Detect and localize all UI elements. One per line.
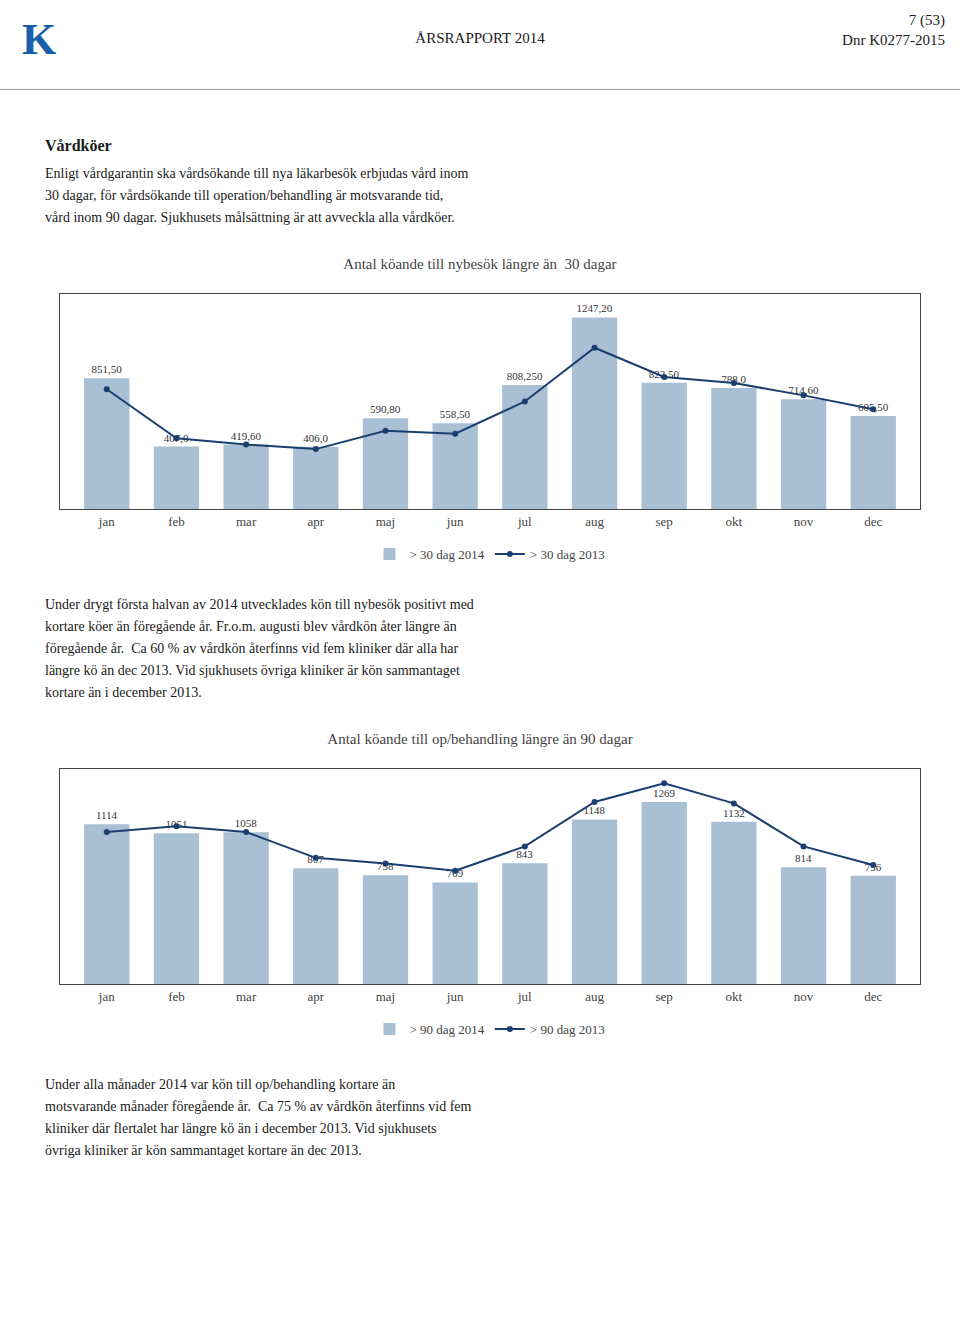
svg-text:Antal köande till op/behandlin: Antal köande till op/behandling längre ä… [327, 731, 632, 747]
svg-text:feb: feb [168, 514, 185, 529]
svg-text:dec: dec [864, 514, 882, 529]
svg-text:aug: aug [585, 989, 604, 1004]
html-text:Under alla månader 2014 var kö: Under alla månader 2014 var kön till op/… [45, 1077, 396, 1092]
svg-text:jun: jun [446, 514, 464, 529]
svg-text:apr: apr [307, 989, 324, 1004]
svg-text:nov: nov [794, 989, 814, 1004]
html-text:ÅRSRAPPORT 2014: ÅRSRAPPORT 2014 [415, 30, 545, 46]
svg-text:1051: 1051 [165, 818, 187, 830]
html-text:kortare köer än föregående år.: kortare köer än föregående år. Fr.o.m. a… [45, 619, 457, 634]
html-text:Vårdköer: Vårdköer [45, 137, 112, 154]
svg-text:maj: maj [376, 514, 396, 529]
html-text:Enligt vårdgarantin ska vårdsö: Enligt vårdgarantin ska vårdsökande till… [45, 166, 469, 181]
svg-text:843: 843 [516, 848, 533, 860]
html-text:K: K [22, 15, 57, 64]
svg-text:sep: sep [656, 514, 673, 529]
svg-text:> 30 dag 2014: > 30 dag 2014 [410, 547, 485, 562]
svg-text:1132: 1132 [723, 807, 745, 819]
svg-text:1269: 1269 [653, 787, 676, 799]
svg-text:851,50: 851,50 [91, 363, 122, 375]
svg-text:822,50: 822,50 [649, 368, 680, 380]
svg-text:407,0: 407,0 [164, 432, 189, 444]
html-text:vård inom 90 dagar. Sjukhusets: vård inom 90 dagar. Sjukhusets målsättni… [45, 210, 455, 225]
svg-text:> 90 dag 2013: > 90 dag 2013 [530, 1022, 605, 1037]
svg-text:1247,20: 1247,20 [576, 302, 612, 314]
svg-text:1148: 1148 [583, 804, 605, 816]
svg-text:558,50: 558,50 [440, 408, 471, 420]
svg-text:jun: jun [446, 989, 464, 1004]
html-text:motsvarande månader föregående: motsvarande månader föregående år. Ca 75… [45, 1099, 472, 1114]
svg-text:> 90 dag 2014: > 90 dag 2014 [410, 1022, 485, 1037]
html-text:kortare än i december 2013.: kortare än i december 2013. [45, 685, 202, 700]
svg-text:mar: mar [236, 514, 257, 529]
svg-text:788,0: 788,0 [721, 373, 746, 385]
svg-text:419,60: 419,60 [231, 430, 262, 442]
svg-text:709: 709 [447, 867, 464, 879]
html-text:Dnr K0277-2015: Dnr K0277-2015 [842, 32, 945, 48]
html-text:övriga kliniker är kön sammant: övriga kliniker är kön sammantaget korta… [45, 1143, 362, 1158]
svg-text:590,80: 590,80 [370, 403, 401, 415]
svg-text:605,50: 605,50 [858, 401, 889, 413]
svg-text:mar: mar [236, 989, 257, 1004]
svg-text:808,250: 808,250 [507, 370, 543, 382]
svg-text:apr: apr [307, 514, 324, 529]
svg-text:jan: jan [98, 514, 115, 529]
html-text:30 dagar, för vårdsökande till: 30 dagar, för vårdsökande till operation… [45, 188, 444, 203]
svg-text:> 30 dag 2013: > 30 dag 2013 [530, 547, 605, 562]
svg-text:1058: 1058 [235, 817, 257, 829]
html-text:kliniker där flertalet har län: kliniker där flertalet har längre kö än … [45, 1121, 437, 1136]
svg-text:406,0: 406,0 [303, 432, 328, 444]
svg-text:1114: 1114 [96, 809, 118, 821]
html-text:7 (53): 7 (53) [908, 12, 945, 28]
html-text:föregående år. Ca 60 % av vård: föregående år. Ca 60 % av vårdkön återfi… [45, 641, 459, 656]
svg-text:jul: jul [517, 514, 532, 529]
svg-text:dec: dec [864, 989, 882, 1004]
svg-text:jan: jan [98, 989, 115, 1004]
svg-text:okt: okt [726, 989, 743, 1004]
svg-text:feb: feb [168, 989, 185, 1004]
svg-text:Antal köande till nybesök läng: Antal köande till nybesök längre än 30 d… [343, 256, 616, 272]
svg-text:756: 756 [865, 861, 882, 873]
svg-text:sep: sep [656, 989, 673, 1004]
svg-text:714,60: 714,60 [788, 384, 819, 396]
svg-text:nov: nov [794, 514, 814, 529]
svg-text:807: 807 [307, 853, 324, 865]
html-text:Under drygt första halvan av 2: Under drygt första halvan av 2014 utveck… [45, 597, 474, 612]
svg-text:maj: maj [376, 989, 396, 1004]
svg-text:758: 758 [377, 860, 394, 872]
svg-text:814: 814 [795, 852, 812, 864]
svg-text:okt: okt [726, 514, 743, 529]
html-text:längre kö än dec 2013. Vid sju: längre kö än dec 2013. Vid sjukhusets öv… [45, 663, 460, 678]
svg-text:aug: aug [585, 514, 604, 529]
svg-text:jul: jul [517, 989, 532, 1004]
